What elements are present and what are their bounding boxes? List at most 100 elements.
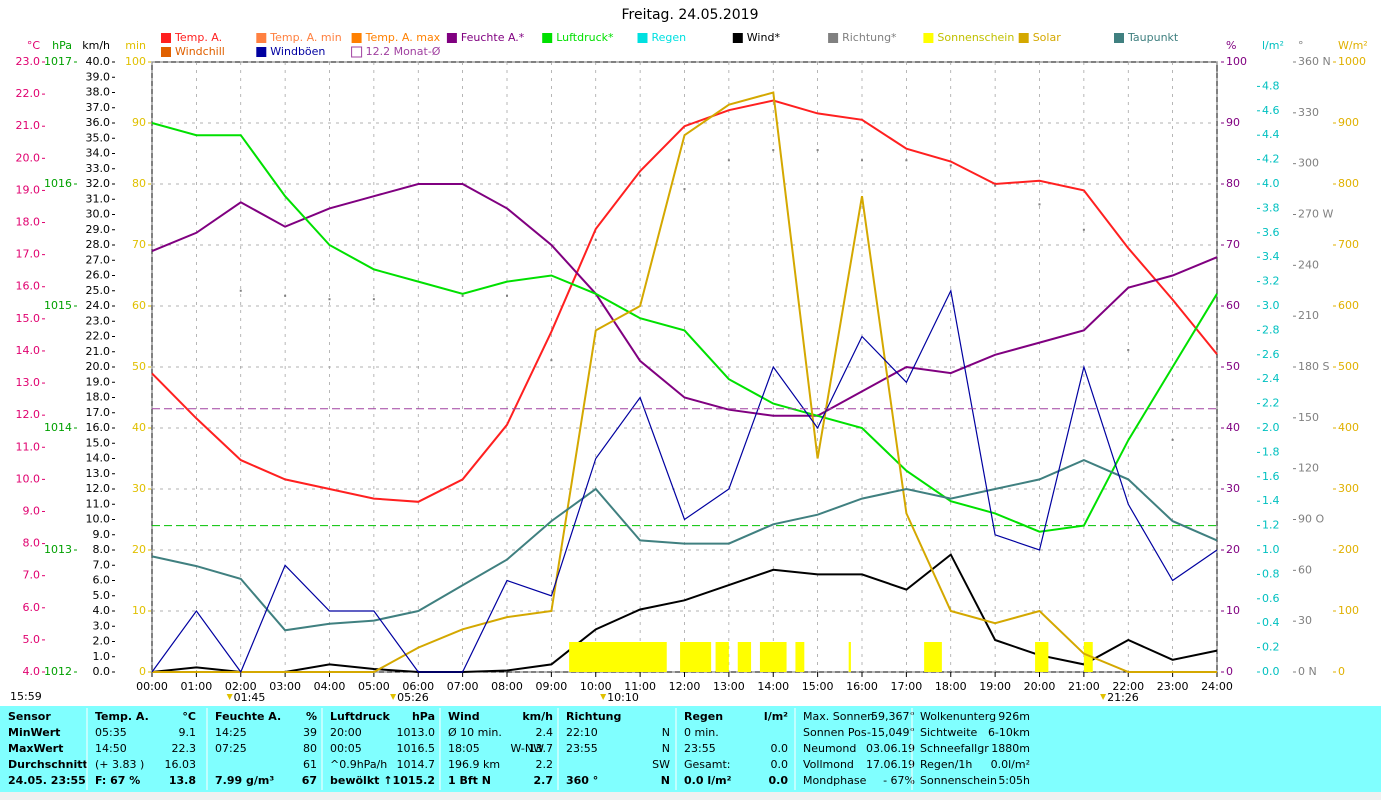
y-tick-label: 16.0 (86, 421, 111, 434)
stats-cell: Gesamt: (684, 758, 731, 771)
direction-dot (683, 188, 686, 191)
y-tick-label: 17.0 (86, 406, 111, 419)
y-tick-label: 80 (1226, 177, 1240, 190)
y-tick-label: 4.6 (1262, 104, 1280, 117)
stats-cell: N (661, 774, 670, 787)
legend-swatch (351, 46, 363, 58)
y-tick-label: 39.0 (86, 70, 111, 83)
stats-cell: 2.4 (536, 726, 554, 739)
y-tick-label: 360 N (1298, 55, 1331, 68)
x-tick-label: 17:00 (891, 680, 923, 693)
y-tick-label: 15.0 (16, 312, 41, 325)
stats-cell: 03.06.19 (866, 742, 915, 755)
y-tick-label: 100 (1338, 604, 1359, 617)
axis-title: % (1226, 39, 1236, 52)
y-tick-label: 0.0 (93, 665, 111, 678)
direction-dot (639, 174, 642, 177)
y-tick-label: 17.0 (16, 248, 41, 261)
y-tick-label: 1.8 (1262, 445, 1280, 458)
direction-dot (550, 359, 553, 362)
y-tick-label: 9.0 (93, 528, 111, 541)
y-tick-label: 70 (132, 238, 146, 251)
y-tick-label: 22.0 (16, 87, 41, 100)
stats-cell: bewölkt (330, 774, 379, 787)
y-tick-label: 80 (132, 177, 146, 190)
y-tick-label: 33.0 (86, 162, 111, 175)
stats-cell: Regen/1h (920, 758, 972, 771)
y-tick-label: 400 (1338, 421, 1359, 434)
legend-label: Feuchte A.* (461, 31, 525, 44)
y-tick-label: 5.0 (23, 633, 41, 646)
stats-cell: SW (652, 758, 670, 771)
stats-cell: 22:10 (566, 726, 598, 739)
y-tick-label: 32.0 (86, 177, 111, 190)
y-tick-label: 11.0 (86, 497, 111, 510)
y-tick-label: 4.0 (23, 665, 41, 678)
y-tick-label: 11.0 (16, 440, 41, 453)
stats-cell: 13.8 (169, 774, 196, 787)
stats-cell: 24.05. 23:55 (8, 774, 86, 787)
y-tick-label: 2.8 (1262, 323, 1280, 336)
y-tick-label: 34.0 (86, 147, 111, 160)
legend-swatch (161, 33, 171, 43)
x-tick-label: 06:00 (402, 680, 434, 693)
stats-cell: 14:50 (95, 742, 127, 755)
y-tick-label: 31.0 (86, 192, 111, 205)
legend-swatch (446, 33, 457, 43)
direction-dot (861, 159, 863, 162)
y-tick-label: 8.0 (93, 543, 111, 556)
y-tick-label: 300 (1298, 157, 1319, 170)
direction-dot (727, 159, 730, 162)
stats-cell: 39 (303, 726, 317, 739)
chart-title: Freitag. 24.05.2019 (622, 7, 759, 23)
legend-label: Temp. A. (174, 31, 222, 44)
x-tick-label: 03:00 (269, 680, 301, 693)
stats-cell: Temp. A. (95, 710, 149, 723)
stats-cell: 18:05 (448, 742, 480, 755)
stats-cell: 0.0 l/m² (684, 774, 732, 787)
stats-cell: 07:25 (215, 742, 247, 755)
x-tick-label: 12:00 (669, 680, 701, 693)
direction-dot (1082, 228, 1085, 231)
stats-cell: 1 Bft N (448, 774, 491, 787)
y-tick-label: 4.8 (1262, 79, 1280, 92)
y-tick-label: 40 (1226, 421, 1240, 434)
direction-dot (994, 184, 997, 187)
stats-cell: 59,367° (871, 710, 915, 723)
stats-cell: 6-10km (988, 726, 1030, 739)
y-tick-label: 2.0 (93, 635, 111, 648)
y-tick-label: 1.0 (1262, 543, 1280, 556)
stats-cell: Richtung (566, 710, 621, 723)
y-tick-label: 90 O (1298, 513, 1324, 526)
y-tick-label: 13.0 (16, 376, 41, 389)
y-tick-label: 100 (125, 55, 146, 68)
y-tick-label: 0.8 (1262, 567, 1280, 580)
y-tick-label: 1.0 (93, 650, 111, 663)
stats-cell: 196.9 km (448, 758, 500, 771)
axis-title: ° (1298, 39, 1304, 52)
stats-cell: °C (182, 710, 196, 723)
series-line (151, 183, 1218, 417)
series-line (152, 91, 1217, 673)
y-tick-label: 20.0 (16, 151, 41, 164)
y-tick-label: 19.0 (16, 183, 41, 196)
legend-swatch (732, 33, 743, 43)
legend-label: Taupunkt (1127, 31, 1179, 44)
y-tick-label: 35.0 (86, 131, 111, 144)
y-tick-label: 26.0 (86, 269, 111, 282)
legend-swatch (256, 47, 267, 57)
direction-dot (905, 159, 908, 162)
stats-cell: Max. Sonnen (803, 710, 874, 723)
stats-cell: 0.0 (771, 742, 789, 755)
axis-title: W/m² (1338, 39, 1368, 52)
y-tick-label: 3.0 (1262, 299, 1280, 312)
y-tick-label: 14.0 (86, 452, 111, 465)
y-tick-label: 60 (132, 299, 146, 312)
stats-cell: 05:35 (95, 726, 127, 739)
legend-label: Luftdruck* (556, 31, 614, 44)
stats-cell: N (662, 726, 670, 739)
direction-dot (816, 149, 819, 152)
stats-cell: Vollmond (803, 758, 854, 771)
x-tick-label: 15:00 (802, 680, 834, 693)
stats-cell: MaxWert (8, 742, 63, 755)
